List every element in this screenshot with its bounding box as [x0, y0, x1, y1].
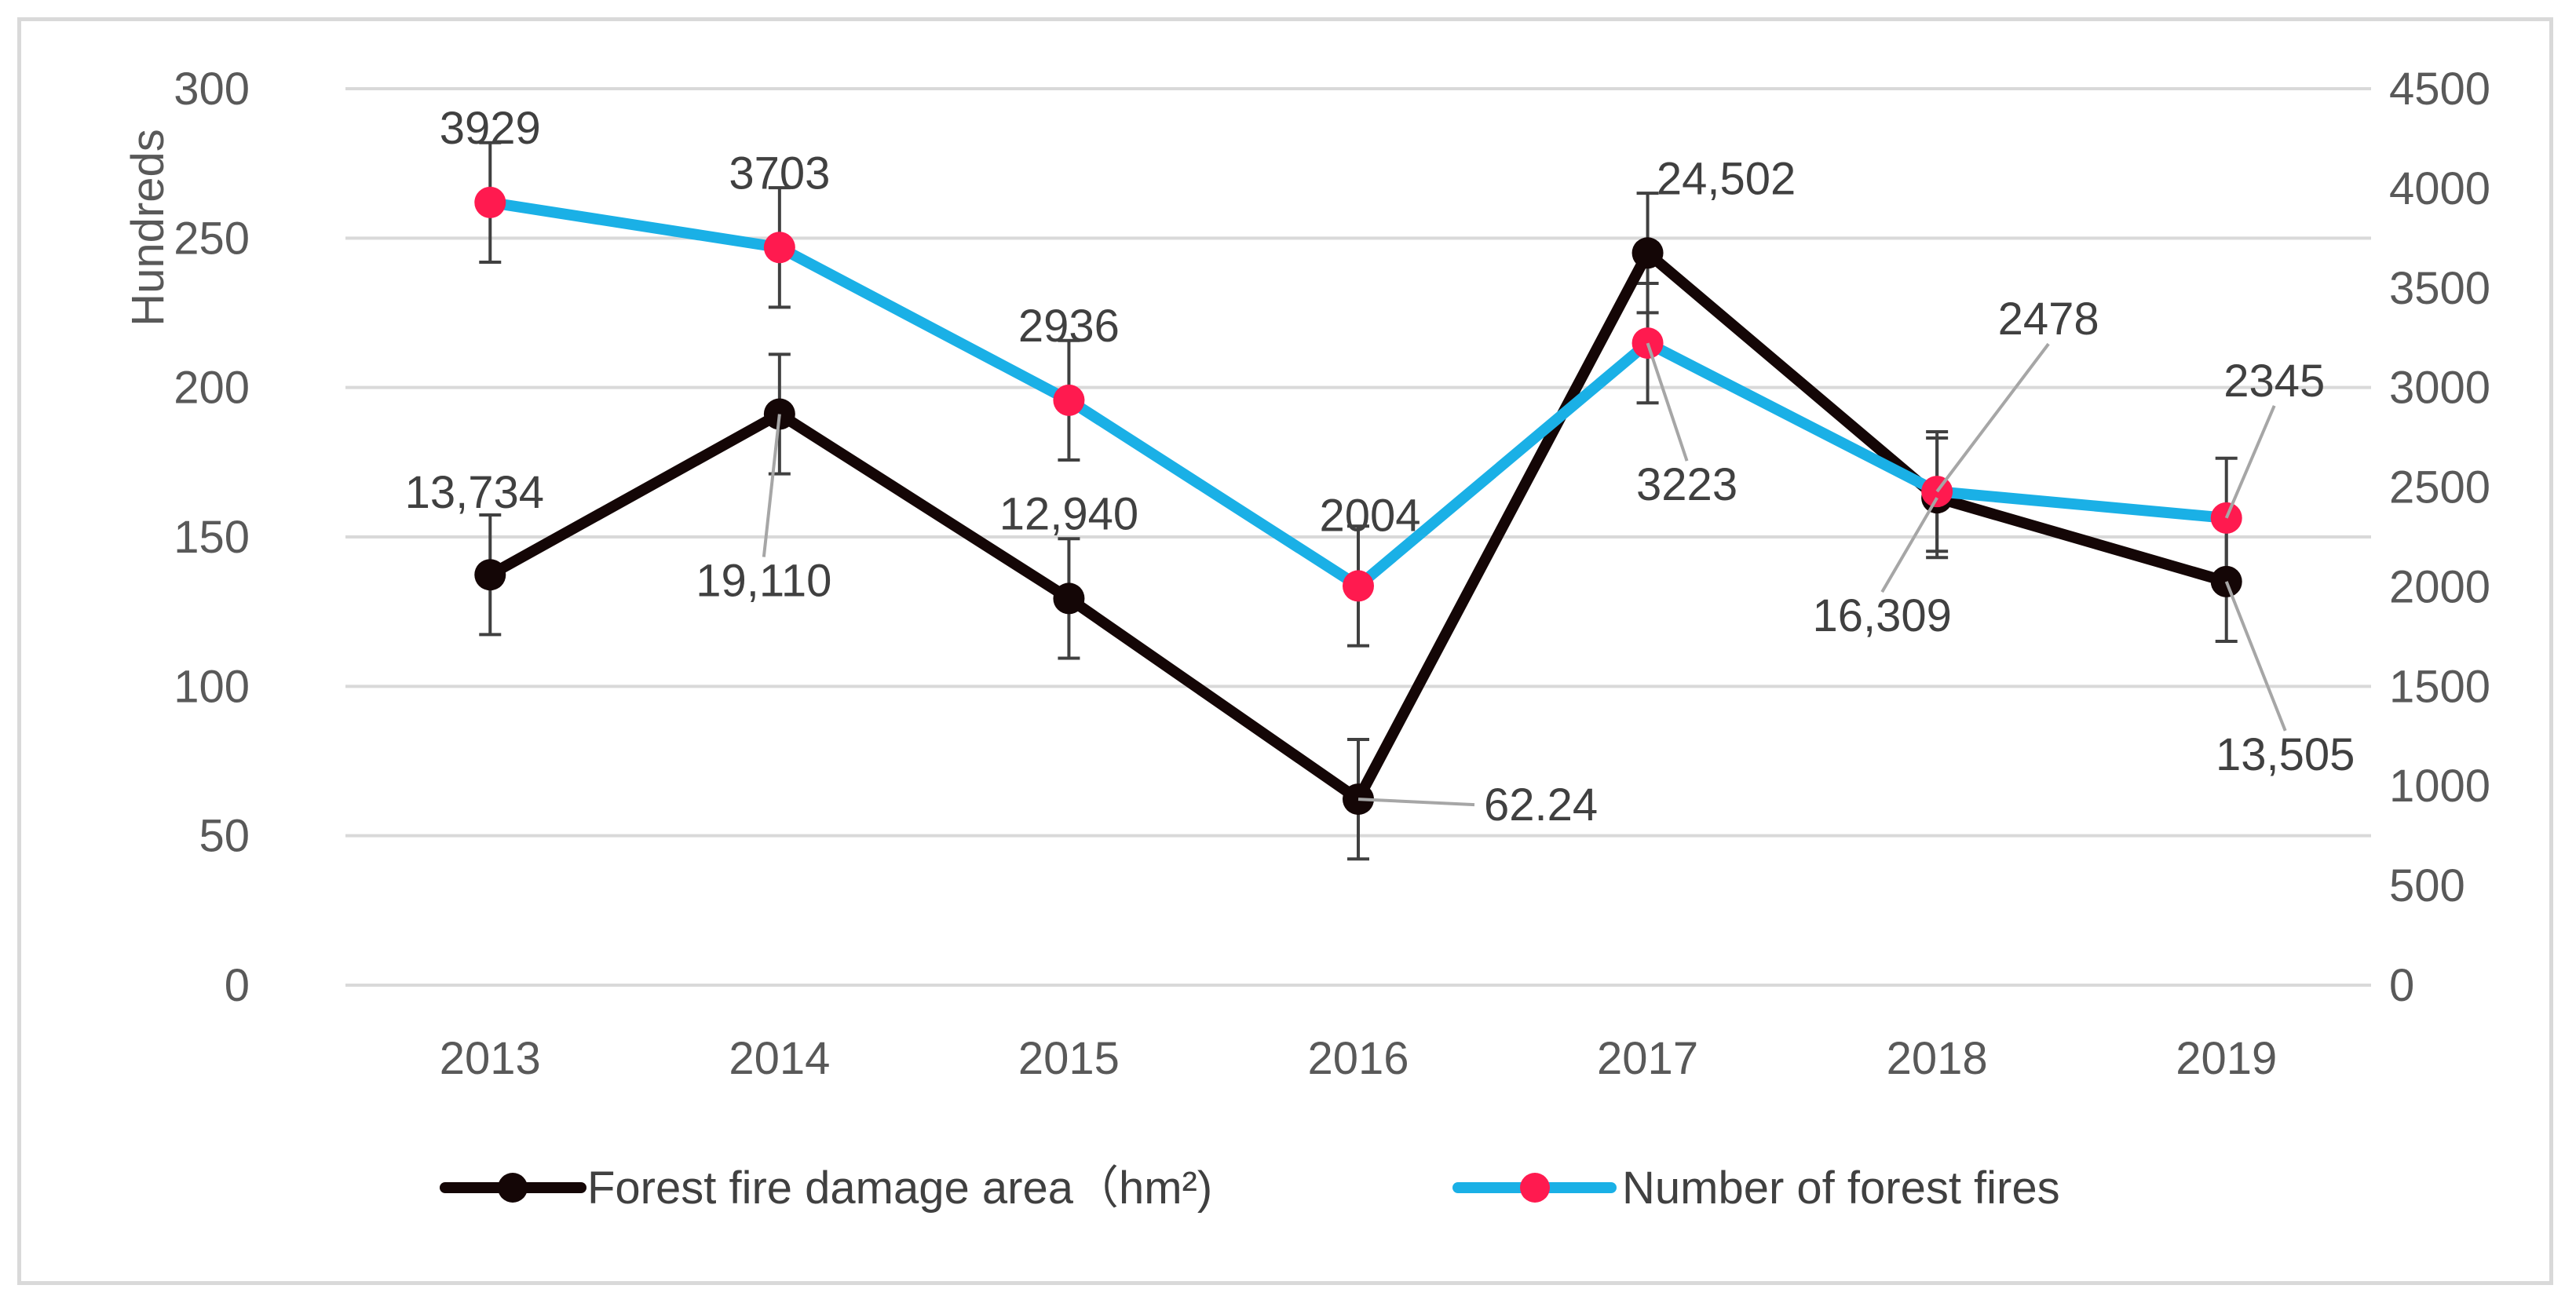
- right-tick-label: 4000: [2389, 163, 2490, 214]
- leader-line-damage-area: [1880, 497, 1938, 593]
- data-label-fire-count: 2004: [1319, 490, 1420, 541]
- x-tick-label: 2019: [2176, 1033, 2277, 1084]
- right-tick-label: 4500: [2389, 64, 2490, 115]
- left-tick-label: 250: [174, 213, 250, 264]
- leader-line-fire-count: [1646, 342, 1689, 462]
- left-tick-label: 300: [174, 64, 250, 115]
- data-point-damage-area: [1631, 237, 1664, 269]
- right-tick-label: 3500: [2389, 263, 2490, 314]
- right-tick-label: 2000: [2389, 561, 2490, 612]
- legend-marker-damage-area: [498, 1173, 528, 1203]
- right-tick-label: 0: [2389, 960, 2414, 1011]
- data-label-damage-area: 24,502: [1657, 153, 1796, 204]
- data-label-fire-count: 2936: [1018, 301, 1120, 352]
- left-tick-label: 150: [174, 512, 250, 563]
- x-tick-label: 2013: [440, 1033, 541, 1084]
- data-label-fire-count: 2345: [2223, 356, 2325, 407]
- left-axis-title: Hundreds: [122, 129, 174, 326]
- right-tick-label: 500: [2389, 860, 2465, 911]
- data-point-damage-area: [1343, 783, 1374, 816]
- right-tick-label: 1000: [2389, 761, 2490, 812]
- data-label-damage-area: 13,734: [405, 467, 544, 518]
- left-tick-label: 100: [174, 661, 250, 712]
- x-tick-label: 2016: [1307, 1033, 1409, 1084]
- data-point-fire-count: [763, 232, 795, 264]
- right-tick-label: 2500: [2389, 462, 2490, 513]
- data-point-fire-count: [1343, 570, 1374, 602]
- legend-marker-fire-count: [1520, 1173, 1550, 1203]
- leader-line-damage-area: [762, 414, 781, 557]
- leader-line-fire-count: [1935, 342, 2050, 493]
- data-label-fire-count: 3223: [1636, 459, 1737, 510]
- left-tick-label: 0: [225, 960, 250, 1011]
- data-label-fire-count: 3929: [440, 103, 541, 154]
- data-label-damage-area: 12,940: [999, 488, 1138, 539]
- data-labels: 13,734 19,110 12,940 62.24 24,502 16,309 13,50…: [405, 103, 2355, 831]
- chart-frame: [17, 17, 2553, 1285]
- axes: Hundreds 0501001502002503000500100015002…: [122, 64, 2490, 1084]
- right-tick-label: 3000: [2389, 363, 2490, 414]
- left-tick-label: 50: [199, 811, 250, 862]
- x-tick-label: 2018: [1887, 1033, 1988, 1084]
- legend-label-fire-count: Number of forest fires: [1622, 1163, 2060, 1214]
- data-point-fire-count: [474, 186, 506, 218]
- data-point-fire-count: [1053, 384, 1085, 416]
- right-tick-label: 1500: [2389, 661, 2490, 712]
- legend[interactable]: Forest fire damage area（hm²) Number of f…: [440, 1163, 2060, 1214]
- data-label-fire-count: 3703: [729, 148, 830, 199]
- data-point-damage-area: [1053, 582, 1085, 615]
- leader-line-damage-area: [2224, 581, 2287, 732]
- legend-label-damage-area: Forest fire damage area（hm²): [587, 1163, 1212, 1214]
- data-label-damage-area: 62.24: [1484, 779, 1598, 831]
- data-point-damage-area: [474, 559, 506, 591]
- leader-line-fire-count: [2224, 405, 2276, 519]
- x-tick-label: 2015: [1018, 1033, 1120, 1084]
- data-label-damage-area: 13,505: [2216, 729, 2355, 780]
- gridlines: [345, 87, 2371, 987]
- data-label-fire-count: 2478: [1998, 294, 2099, 345]
- leader-line-damage-area: [1357, 798, 1475, 807]
- data-label-damage-area: 16,309: [1812, 590, 1951, 641]
- x-tick-label: 2017: [1597, 1033, 1698, 1084]
- data-label-damage-area: 19,110: [696, 556, 831, 607]
- left-tick-label: 200: [174, 363, 250, 414]
- x-tick-label: 2014: [729, 1033, 830, 1084]
